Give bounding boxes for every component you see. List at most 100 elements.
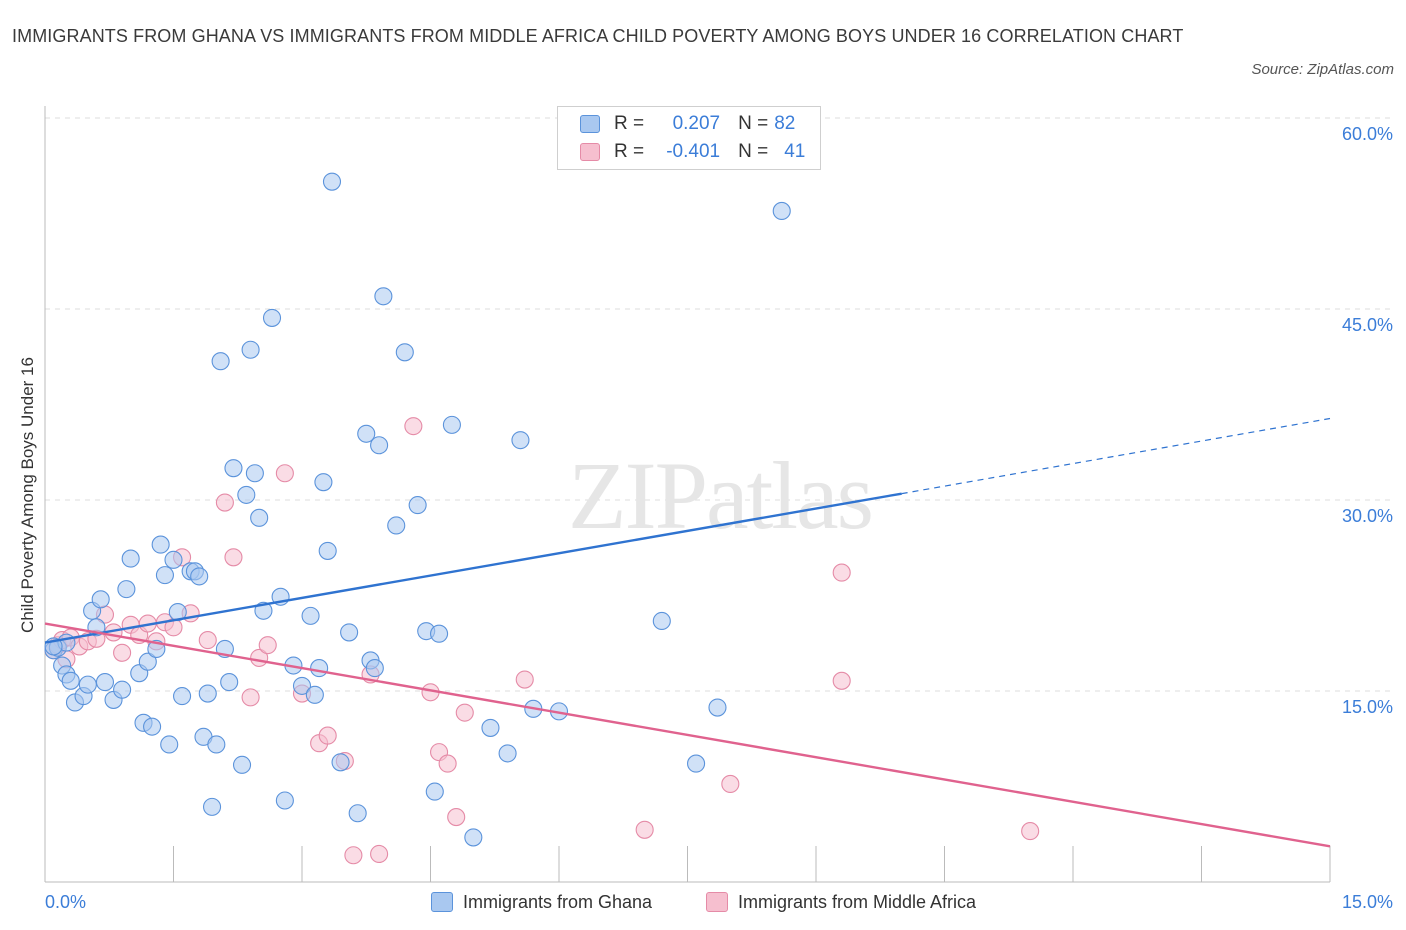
ghana-point	[78, 675, 97, 694]
ghana-point	[61, 671, 80, 690]
ghana-point	[387, 516, 406, 535]
ghana-point	[143, 717, 162, 736]
ghana-point	[164, 550, 183, 569]
legend-r-label: R =	[614, 113, 645, 134]
middle-africa-point	[258, 636, 277, 655]
middle-africa-point	[832, 671, 851, 690]
middle-africa-point	[215, 493, 234, 512]
legend-n-label: N =	[738, 141, 769, 162]
ghana-point	[322, 172, 342, 191]
middle-africa-point	[370, 844, 389, 864]
ghana-point	[408, 496, 427, 515]
middle-africa-point	[515, 670, 534, 689]
axes	[44, 106, 1331, 883]
ghana-point	[395, 343, 414, 362]
middle-africa-point	[198, 631, 217, 650]
ghana-point	[772, 201, 791, 221]
middle-africa-point	[113, 643, 132, 662]
ghana-point	[708, 698, 727, 717]
bottom-legend-ghana: Immigrants from Ghana	[431, 888, 652, 916]
bottom-legend-middle-africa: Immigrants from Middle Africa	[706, 888, 976, 916]
legend-middle-africa-label: Immigrants from Middle Africa	[738, 891, 977, 912]
trend-lines	[44, 417, 1331, 848]
x-tick-label: 15.0%	[1342, 892, 1393, 912]
middle-africa-swatch	[580, 143, 600, 161]
ghana-point	[138, 652, 157, 671]
ghana-swatch	[431, 892, 453, 912]
middle-africa-point	[275, 464, 294, 483]
legend-row-middle-africa: R = -0.401 N = 41	[580, 140, 805, 164]
ghana-point	[301, 606, 320, 625]
middle-africa-point	[224, 548, 243, 567]
ghana-point	[357, 424, 376, 443]
ghana-point	[305, 685, 324, 704]
ghana-point	[370, 436, 389, 455]
watermark: ZIPatlas	[568, 442, 872, 549]
x-tick-label: 0.0%	[45, 892, 86, 912]
legend-r-label: R =	[614, 141, 645, 162]
legend-r-value: -0.401	[666, 141, 721, 162]
ghana-point	[275, 791, 294, 810]
middle-africa-point	[241, 688, 260, 707]
ghana-trend-extension	[901, 417, 1331, 495]
y-tick-label: 15.0%	[1342, 697, 1393, 717]
ghana-point	[121, 549, 140, 568]
ghana-point	[113, 680, 132, 699]
ghana-point	[348, 804, 367, 823]
ghana-point	[203, 797, 222, 816]
ghana-point	[220, 673, 239, 692]
middle-africa-swatch	[706, 892, 728, 912]
grid-lines	[45, 117, 1392, 692]
middle-africa-point	[455, 703, 474, 722]
middle-africa-point	[635, 820, 654, 839]
ghana-point	[464, 828, 483, 847]
ghana-point	[425, 782, 444, 801]
ghana-point	[245, 464, 264, 483]
ghana-point	[91, 590, 110, 609]
middle-africa-point	[1021, 822, 1040, 841]
ghana-point	[232, 755, 252, 774]
ghana-point	[207, 735, 226, 754]
y-tick-label: 45.0%	[1342, 315, 1393, 335]
chart-title: IMMIGRANTS FROM GHANA VS IMMIGRANTS FROM…	[12, 26, 1184, 46]
ghana-point	[498, 744, 517, 763]
ghana-point	[687, 754, 706, 773]
ghana-point	[374, 287, 393, 306]
source-label: Source: ZipAtlas.com	[1251, 61, 1394, 78]
legend-row-ghana: R = 0.207 N = 82	[580, 112, 795, 136]
ghana-point	[481, 718, 500, 737]
ghana-point	[292, 676, 312, 695]
ghana-point	[241, 340, 260, 359]
ghana-point	[250, 508, 269, 527]
y-tick-label: 30.0%	[1342, 506, 1393, 526]
ghana-swatch	[580, 115, 600, 133]
ghana-point	[211, 352, 230, 371]
tick-labels: 15.0% 30.0% 45.0% 60.0% 0.0% 15.0%	[45, 124, 1393, 912]
ghana-point	[190, 567, 209, 586]
ghana-point	[160, 735, 179, 754]
ghana-point	[314, 473, 333, 492]
ghana-point	[262, 308, 282, 327]
middle-africa-point	[438, 754, 457, 773]
series-middle-africa-points	[44, 417, 1040, 865]
ghana-point	[652, 611, 671, 631]
ghana-point	[511, 431, 530, 450]
middle-africa-point	[447, 808, 466, 827]
ghana-point	[155, 566, 174, 585]
ghana-point	[331, 753, 350, 772]
legend-ghana-label: Immigrants from Ghana	[463, 891, 653, 912]
ghana-point	[318, 541, 337, 560]
ghana-point	[237, 485, 256, 504]
ghana-point	[340, 623, 359, 642]
middle-africa-point	[318, 726, 337, 745]
ghana-point	[198, 684, 217, 703]
middle-africa-point	[721, 774, 740, 794]
middle-africa-trend-line	[44, 622, 1331, 848]
ghana-point	[173, 687, 192, 706]
ghana-point	[224, 459, 243, 478]
middle-africa-point	[832, 563, 851, 582]
middle-africa-point	[344, 846, 363, 865]
legend-n-label: N =	[738, 113, 769, 134]
ghana-point	[430, 624, 449, 643]
